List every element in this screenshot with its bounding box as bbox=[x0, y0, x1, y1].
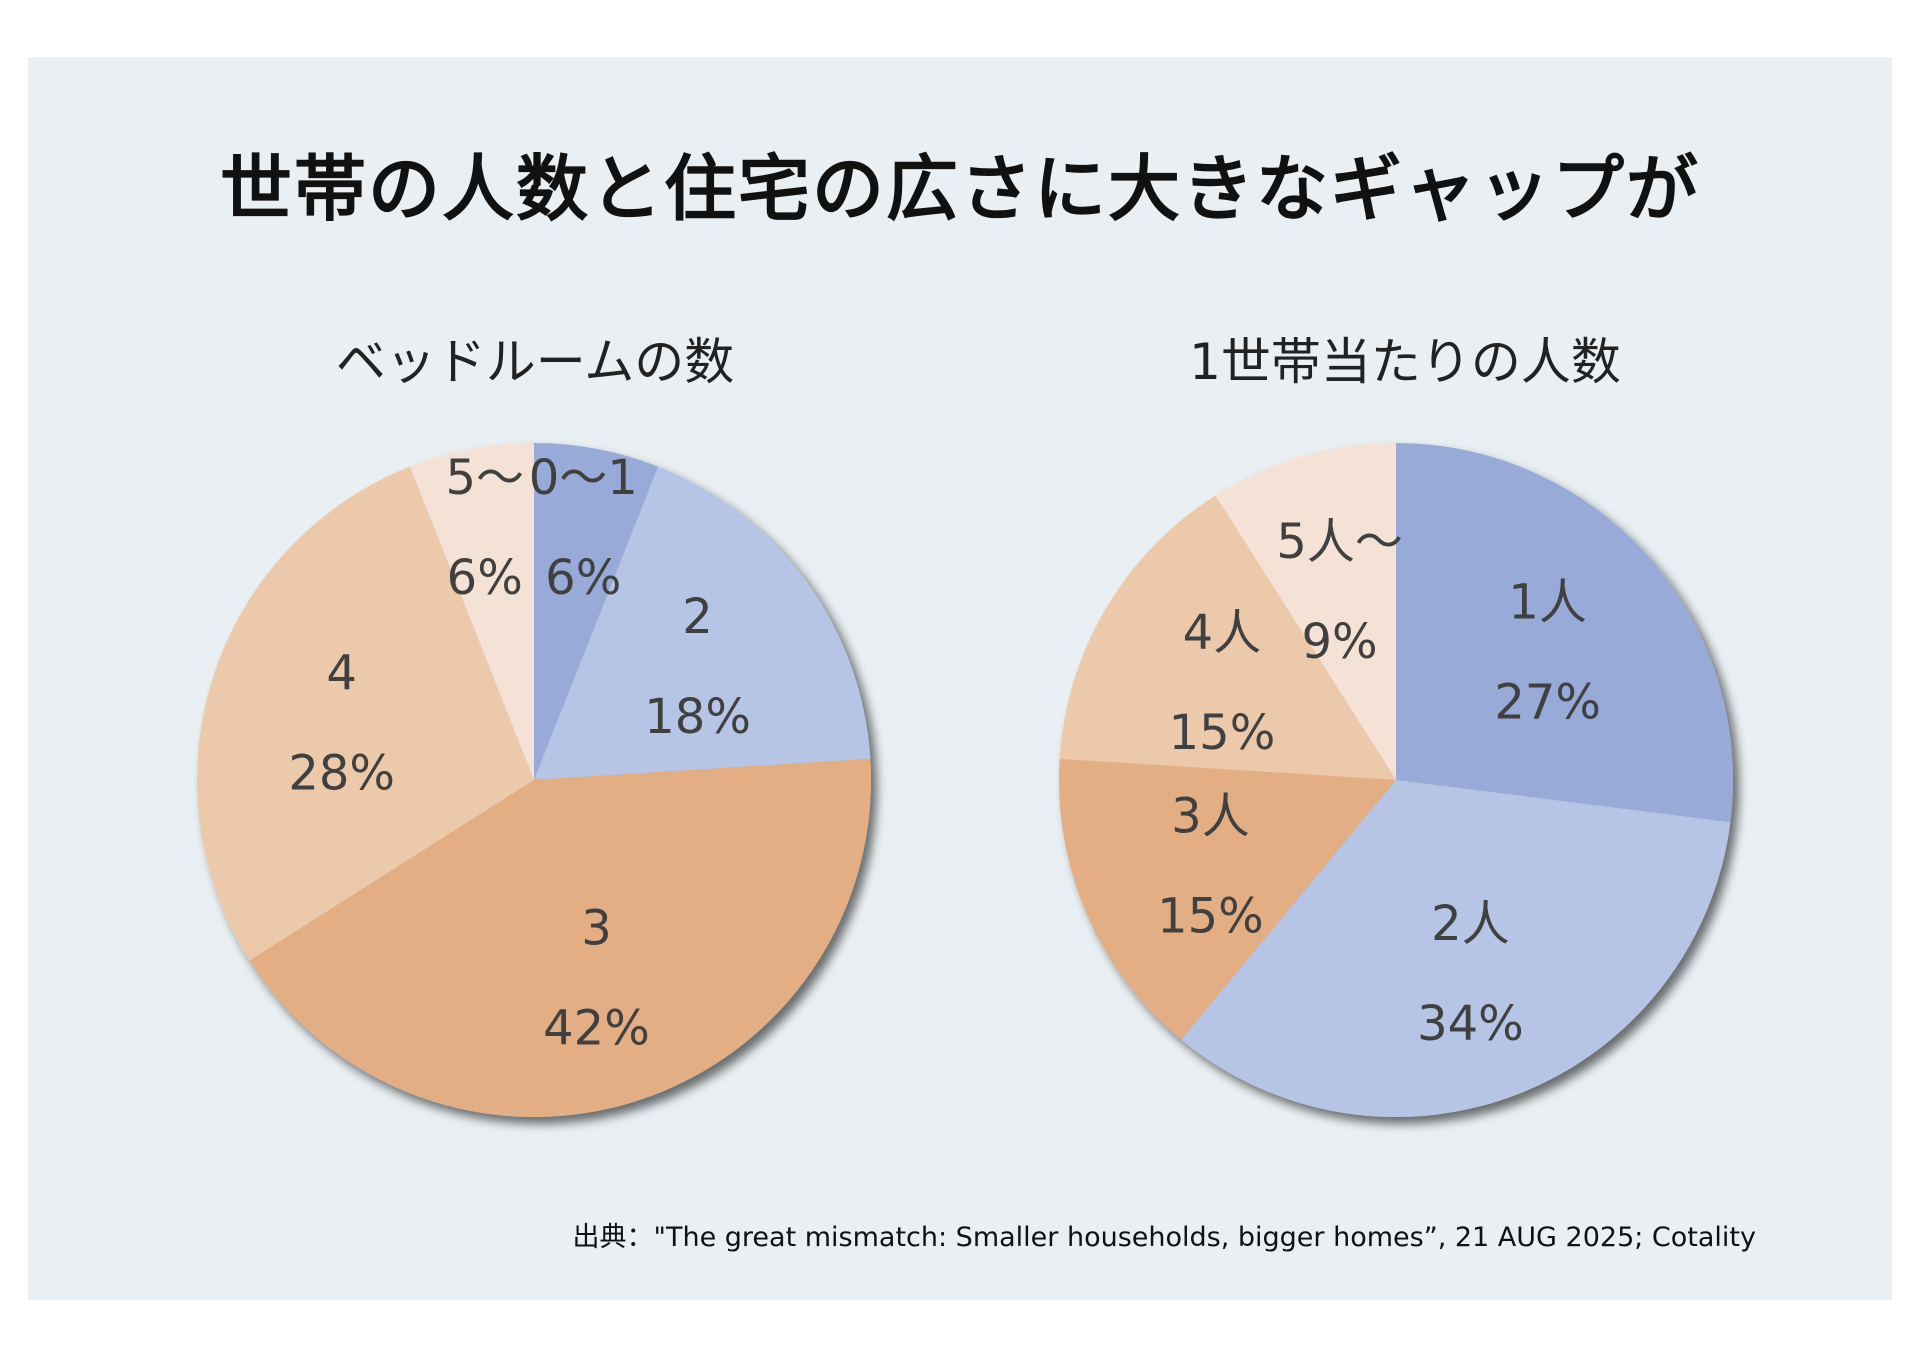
slice-category-label: 3 bbox=[581, 900, 612, 956]
source-note: 出典："The great mismatch: Smaller househol… bbox=[572, 1222, 1756, 1253]
pie-slice-household-1 bbox=[1181, 780, 1731, 1117]
slice-category-label: 0〜1 bbox=[529, 450, 638, 506]
slice-category-label: 2 bbox=[682, 589, 713, 645]
page-title: 世帯の人数と住宅の広さに大きなギャップが bbox=[219, 147, 1700, 231]
slice-percent-label: 15% bbox=[1169, 705, 1276, 761]
slice-percent-label: 6% bbox=[545, 550, 621, 606]
slice-category-label: 5人〜 bbox=[1276, 514, 1403, 570]
pie-household-size: 1人 27% 2人 34% 3人 15% 4人 15% 5人〜 9% bbox=[1059, 443, 1734, 1117]
pie-bedrooms: 0〜16%218%342%428%5〜6% bbox=[196, 443, 871, 1118]
chart-title-bedrooms: ベッドルームの数 bbox=[335, 333, 735, 391]
slice-percent-label: 18% bbox=[644, 689, 751, 745]
slice-category-label: 4人 bbox=[1183, 605, 1262, 661]
slice-category-label: 2人 bbox=[1431, 896, 1510, 952]
slice-percent-label: 6% bbox=[447, 550, 523, 606]
pie-slice-bedrooms-2 bbox=[249, 758, 871, 1118]
slice-percent-label: 42% bbox=[543, 1000, 650, 1056]
pie-wedges-bedrooms bbox=[196, 443, 871, 1118]
pie-slice-household-3 bbox=[1059, 495, 1396, 780]
pie-slice-bedrooms-3 bbox=[196, 466, 535, 961]
pie-slice-household-2 bbox=[1059, 758, 1396, 1040]
pie-slice-bedrooms-4 bbox=[409, 443, 534, 780]
chart-title-household-size: 1世帯当たりの人数 bbox=[1189, 333, 1621, 391]
slice-percent-label: 15% bbox=[1157, 888, 1264, 944]
pie-slice-bedrooms-1 bbox=[534, 466, 871, 780]
slice-category-label: 5〜 bbox=[445, 450, 524, 506]
slice-category-label: 3人 bbox=[1171, 788, 1250, 844]
pie-slice-household-0 bbox=[1396, 443, 1734, 823]
slice-category-label: 4 bbox=[326, 646, 357, 702]
slice-percent-label: 9% bbox=[1302, 614, 1378, 670]
slice-percent-label: 34% bbox=[1417, 996, 1524, 1052]
pie-slice-household-4 bbox=[1215, 443, 1396, 780]
pie-wedges-household bbox=[1059, 443, 1734, 1117]
slice-category-label: 1人 bbox=[1508, 574, 1587, 630]
slice-percent-label: 28% bbox=[288, 746, 395, 802]
pie-slice-bedrooms-0 bbox=[534, 443, 659, 780]
slice-percent-label: 27% bbox=[1494, 674, 1601, 730]
